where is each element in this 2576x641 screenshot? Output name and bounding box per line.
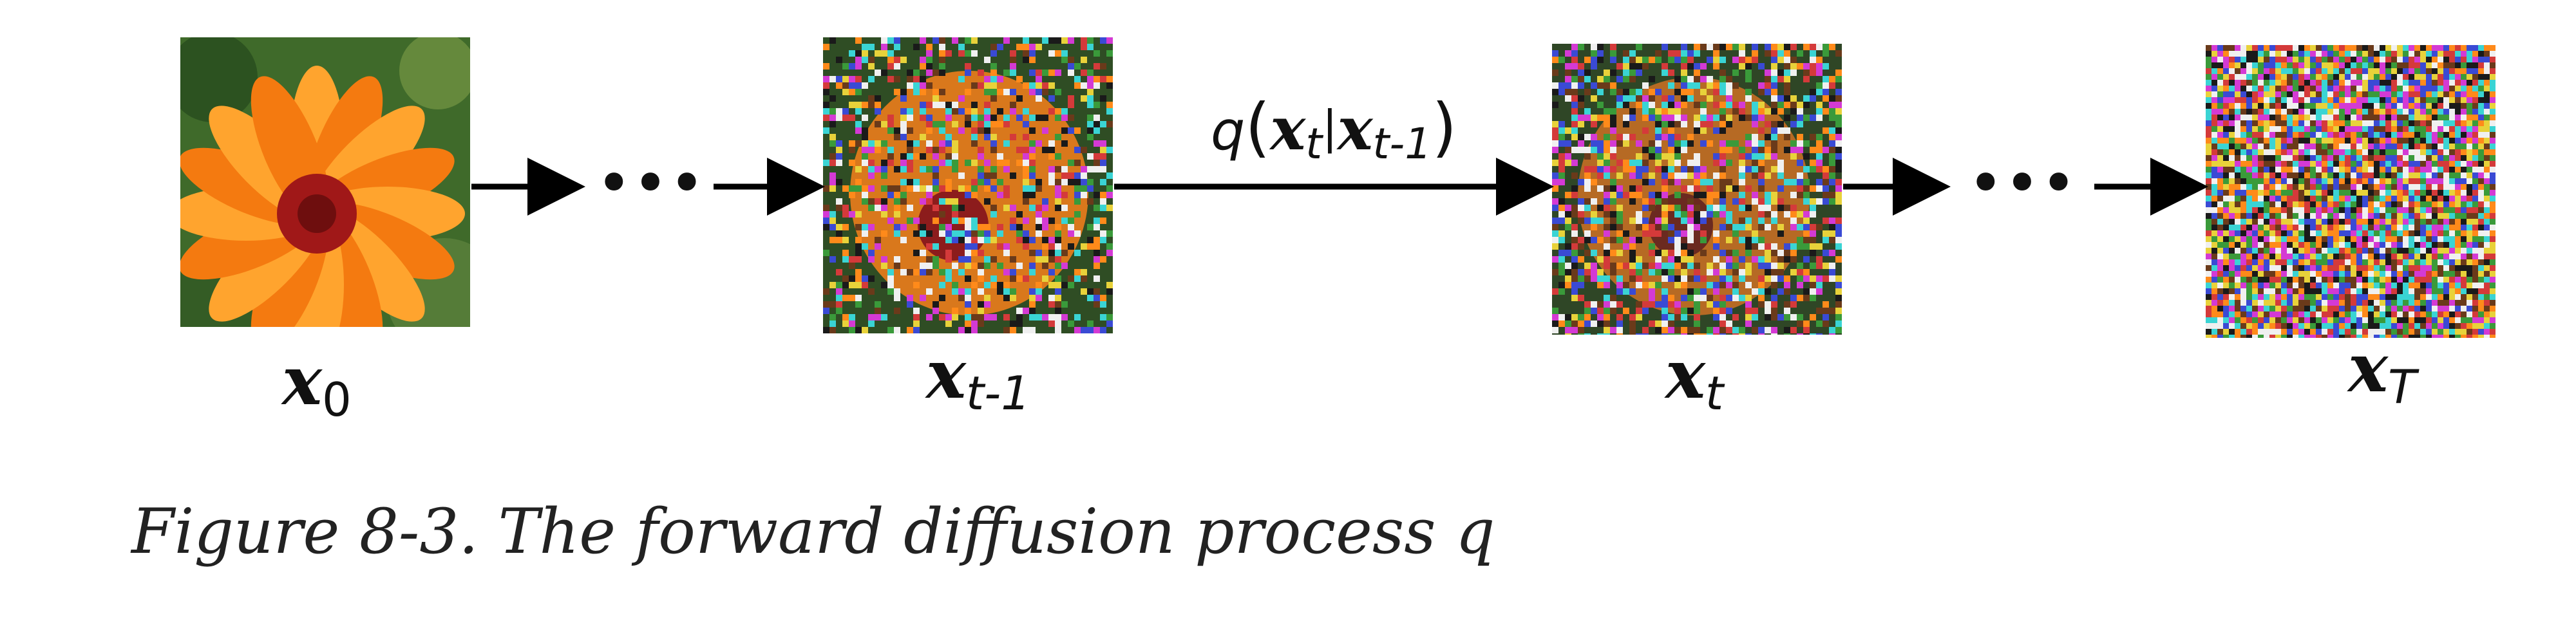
image-xt-minus-1: [823, 37, 1113, 333]
transition-open-paren: (: [1245, 89, 1270, 165]
label-xt: xt: [1664, 335, 1725, 420]
transition-var2: x: [1336, 94, 1374, 163]
ellipsis-right: •••: [1967, 147, 2077, 219]
transition-bar: |: [1322, 101, 1338, 154]
label-xt-var: x: [1664, 335, 1706, 414]
image-x0: [180, 37, 470, 327]
transition-label: q(xt|xt-1): [1211, 89, 1457, 169]
image-xt: [1552, 44, 1842, 335]
label-x0-sub: 0: [322, 373, 352, 427]
label-xt1-var: x: [925, 335, 967, 414]
transition-close-paren: ): [1432, 89, 1457, 165]
transition-sub2: t-1: [1373, 119, 1432, 169]
label-xT-sub: T: [2388, 360, 2420, 414]
label-x0-var: x: [281, 341, 323, 420]
label-xT: xT: [2347, 328, 2420, 414]
transition-sub1: t: [1305, 119, 1323, 169]
label-xt1-sub: t-1: [966, 366, 1030, 420]
transition-func: q: [1211, 99, 1245, 162]
transition-var1: x: [1269, 94, 1306, 163]
label-x0: x0: [281, 341, 352, 427]
label-xt-sub: t: [1705, 366, 1725, 420]
ellipsis-left: •••: [596, 147, 705, 219]
figure-caption: Figure 8-3. The forward diffusion proces…: [131, 496, 1495, 568]
image-xT: [2206, 45, 2496, 338]
label-xT-var: x: [2347, 328, 2389, 407]
label-xt1: xt-1: [925, 335, 1030, 420]
